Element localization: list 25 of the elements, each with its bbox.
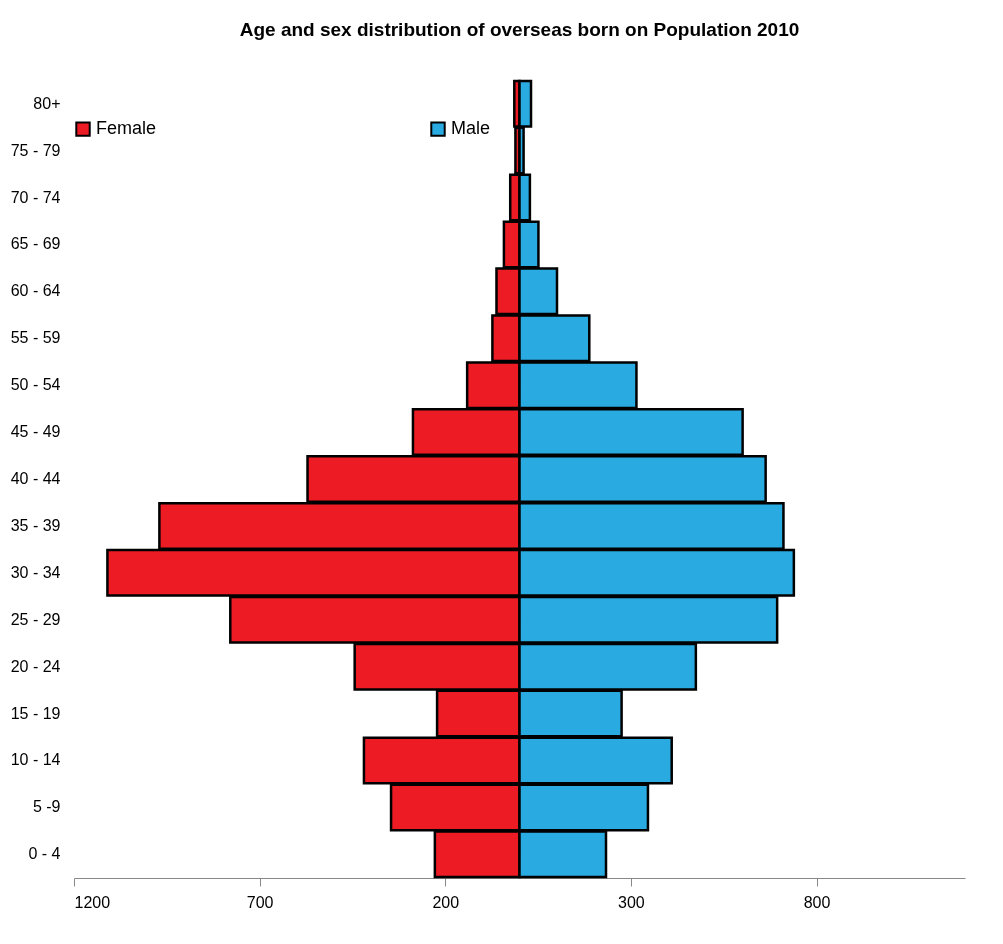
y-tick-label: 60 - 64 (10, 282, 61, 300)
x-tick-label: 700 (246, 893, 274, 911)
y-tick-label: 25 - 29 (10, 610, 61, 628)
y-tick-label: 65 - 69 (10, 235, 61, 253)
chart-title: Age and sex distribution of overseas born on Population 2010 (239, 18, 800, 40)
legend-label: Male (451, 118, 491, 139)
y-tick-label: 45 - 49 (10, 423, 61, 441)
y-tick-label: 20 - 24 (10, 657, 61, 675)
y-tick-label: 70 - 74 (10, 188, 61, 206)
y-tick-label: 55 - 59 (10, 329, 61, 347)
x-tick-label: 300 (618, 893, 645, 911)
y-tick-label: 75 - 79 (10, 141, 61, 159)
y-tick-label: 0 - 4 (28, 845, 61, 863)
y-tick-label: 35 - 39 (10, 516, 61, 534)
y-tick-label: 40 - 44 (10, 470, 61, 487)
y-tick-label: 10 - 14 (10, 751, 61, 769)
y-tick-label: 15 - 19 (10, 704, 61, 722)
y-tick-label: 80+ (33, 94, 61, 112)
x-tick-label: 800 (803, 893, 831, 911)
y-tick-label: 5 -9 (32, 798, 61, 816)
x-tick-label: 1200 (74, 893, 111, 911)
x-tick-label: 200 (432, 893, 460, 911)
legend-label: Female (96, 118, 157, 139)
y-tick-label: 30 - 34 (10, 563, 61, 581)
y-tick-label: 50 - 54 (10, 376, 61, 394)
